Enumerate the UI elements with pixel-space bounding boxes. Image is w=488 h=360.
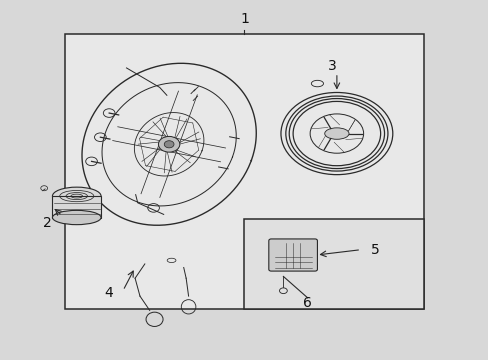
- Circle shape: [158, 136, 180, 152]
- FancyBboxPatch shape: [64, 33, 424, 309]
- Text: 3: 3: [327, 59, 336, 73]
- FancyBboxPatch shape: [52, 196, 101, 217]
- Ellipse shape: [52, 187, 101, 205]
- Ellipse shape: [324, 128, 348, 139]
- Circle shape: [164, 141, 174, 148]
- Text: 6: 6: [303, 296, 311, 310]
- Ellipse shape: [52, 210, 101, 225]
- Text: 2: 2: [43, 216, 52, 230]
- FancyBboxPatch shape: [268, 239, 317, 271]
- Text: 5: 5: [371, 243, 379, 257]
- Text: 1: 1: [240, 12, 248, 26]
- Text: 4: 4: [104, 285, 113, 300]
- FancyBboxPatch shape: [244, 219, 424, 309]
